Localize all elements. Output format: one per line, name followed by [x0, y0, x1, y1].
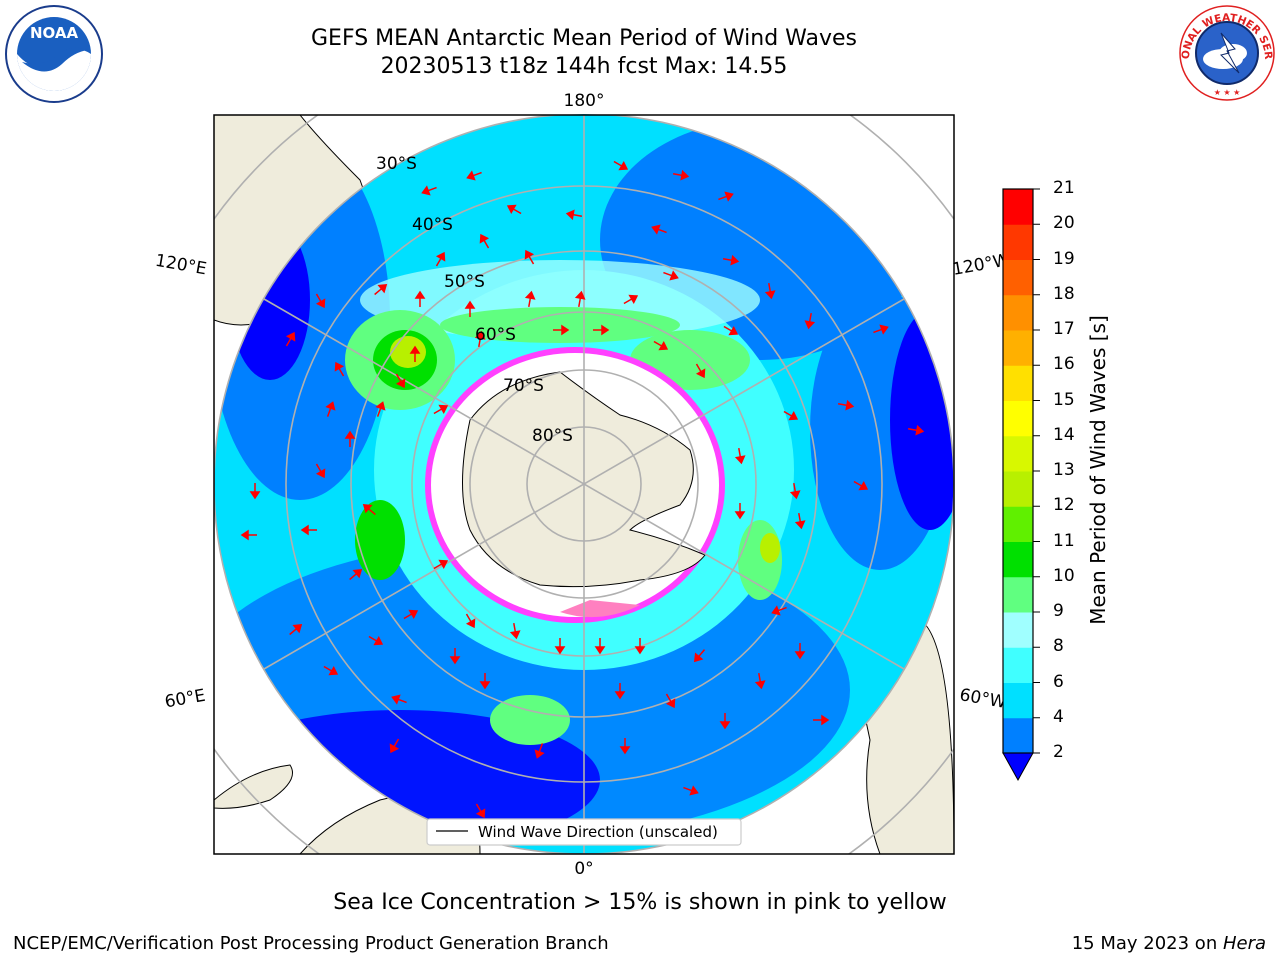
colorbar-tick-label: 9	[1053, 601, 1064, 621]
colorbar-band	[1003, 400, 1033, 437]
lat-label-70s: 70°S	[503, 376, 544, 396]
colorbar-band	[1003, 189, 1033, 225]
svg-text:★ ★ ★: ★ ★ ★	[1214, 88, 1241, 97]
noaa-logo-icon: NOAA	[4, 4, 104, 108]
colorbar-band	[1003, 224, 1033, 260]
lat-label-60s: 60°S	[475, 325, 516, 345]
chart-title-line2: 20230513 t18z 144h fcst Max: 14.55	[380, 54, 788, 79]
colorbar-tick-label: 6	[1053, 671, 1064, 692]
colorbar-label: Mean Period of Wind Waves [s]	[1086, 315, 1110, 625]
footer-right: 15 May 2023 on Hera	[1072, 933, 1266, 954]
colorbar-band	[1003, 471, 1033, 507]
footer-date: 15 May 2023 on	[1071, 933, 1223, 954]
colorbar-tick-label: 18	[1053, 283, 1075, 304]
lon-label-0: 0°	[574, 859, 593, 879]
colorbar-tick-label: 2	[1053, 742, 1064, 762]
noaa-logo-text: NOAA	[30, 24, 79, 42]
colorbar-band	[1003, 576, 1033, 613]
lat-label-80s: 80°S	[532, 426, 573, 446]
lat-label-50s: 50°S	[444, 272, 485, 292]
colorbar-band	[1003, 259, 1033, 296]
colorbar-band	[1003, 330, 1033, 366]
colorbar-band	[1003, 541, 1033, 578]
colorbar-tick-label: 15	[1053, 389, 1075, 410]
nws-logo-icon: NATIONAL WEATHER SERVICE ★ ★ ★	[1173, 0, 1277, 107]
colorbar-bands	[1003, 189, 1033, 754]
colorbar-ticks	[1033, 188, 1040, 754]
colorbar-tick-label: 10	[1053, 565, 1075, 586]
colorbar-band	[1003, 647, 1033, 683]
colorbar-tick-label: 20	[1053, 213, 1075, 234]
lat-label-40s: 40°S	[412, 215, 453, 235]
footer-left: NCEP/EMC/Verification Post Processing Pr…	[13, 933, 609, 954]
legend-label: Wind Wave Direction (unscaled)	[478, 823, 718, 841]
land-madagascar	[214, 764, 293, 809]
colorbar-tick-label: 13	[1053, 460, 1075, 480]
colorbar-extend-arrow	[1002, 752, 1034, 782]
lon-label-180: 180°	[564, 91, 605, 111]
colorbar-band	[1003, 294, 1033, 331]
colorbar-tick-label: 21	[1053, 178, 1075, 198]
colorbar-tick-label: 14	[1053, 424, 1075, 445]
lat-label-30s: 30°S	[376, 154, 417, 174]
colorbar-tick-label: 8	[1053, 636, 1064, 657]
colorbar-band	[1003, 717, 1033, 754]
wind-wave-arrows	[240, 160, 925, 819]
footer-host: Hera	[1222, 933, 1266, 954]
colorbar-tick-label: 16	[1053, 354, 1075, 375]
colorbar-band	[1003, 365, 1033, 401]
sea-ice-note: Sea Ice Concentration > 15% is shown in …	[333, 890, 947, 915]
colorbar-tick-label: 4	[1053, 706, 1064, 727]
chart-title-line1: GEFS MEAN Antarctic Mean Period of Wind …	[311, 26, 857, 51]
colorbar-band	[1003, 506, 1033, 542]
colorbar-band	[1003, 435, 1033, 472]
colorbar-tick-label: 12	[1053, 495, 1075, 516]
colorbar-band	[1003, 612, 1033, 648]
colorbar-tick-label: 11	[1053, 530, 1075, 551]
colorbar-band	[1003, 682, 1033, 719]
colorbar-tick-label: 17	[1053, 319, 1075, 339]
colorbar-tick-label: 19	[1053, 248, 1075, 269]
